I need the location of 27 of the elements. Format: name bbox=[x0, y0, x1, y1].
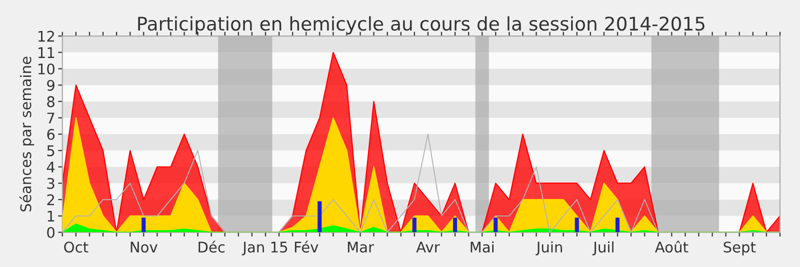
x-tick-label: Fév bbox=[294, 240, 318, 253]
y-tick-label: 0 bbox=[47, 227, 54, 238]
x-tick-label: Avr bbox=[416, 242, 440, 252]
x-tick-label: Déc bbox=[198, 240, 225, 253]
x-tick-label: Mai bbox=[470, 241, 494, 253]
y-tick-label: 4 bbox=[46, 162, 55, 172]
x-tick-label: Août bbox=[654, 240, 688, 253]
x-tick-label: Mar bbox=[348, 242, 374, 253]
y-tick-label: 2 bbox=[47, 194, 54, 206]
y-tick-label: 1 bbox=[48, 210, 54, 222]
x-tick-label: Juil bbox=[592, 241, 614, 256]
y-tick-label: 6 bbox=[47, 128, 55, 140]
chart-title: Participation en hemicycle au cours de la session 2014-2015 bbox=[138, 16, 704, 34]
y-tick-label: 3 bbox=[47, 178, 54, 189]
x-tick-label: Oct bbox=[64, 242, 88, 253]
y-tick-label: 5 bbox=[47, 145, 54, 156]
y-axis-title: Séances par semaine bbox=[19, 56, 34, 212]
x-tick-label: Jan 15 bbox=[242, 242, 288, 256]
x-tick-label: Nov bbox=[130, 242, 158, 253]
y-tick-label: 7 bbox=[47, 112, 54, 124]
y-tick-label: 10 bbox=[38, 63, 54, 74]
y-tick-label: 9 bbox=[47, 80, 54, 91]
y-tick-label: 12 bbox=[38, 30, 54, 42]
y-tick-label: 11 bbox=[38, 47, 54, 58]
x-tick-label: Juin bbox=[536, 241, 562, 256]
y-tick-label: 8 bbox=[47, 96, 54, 108]
x-tick-label: Sept bbox=[724, 242, 756, 256]
